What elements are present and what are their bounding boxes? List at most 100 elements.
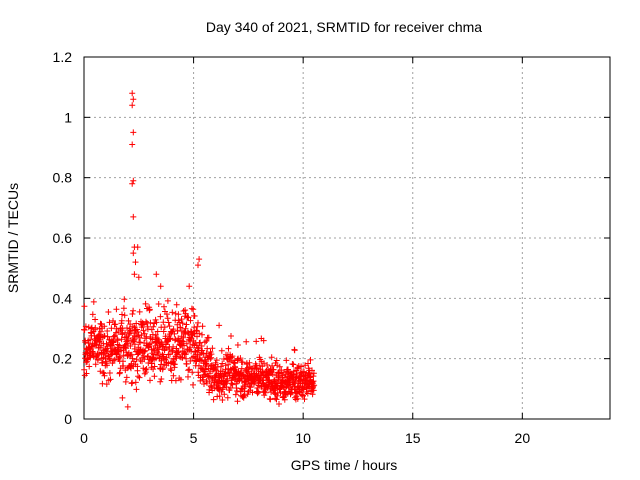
y-tick-label: 0.6 xyxy=(53,230,73,246)
data-point-plus xyxy=(234,398,241,405)
data-point-plus xyxy=(131,336,138,343)
data-point-plus xyxy=(253,338,260,345)
data-point-plus xyxy=(152,331,159,338)
data-point-plus xyxy=(125,317,132,324)
data-point-plus xyxy=(111,332,118,339)
data-point-plus xyxy=(100,369,106,376)
data-point-plus xyxy=(104,333,111,340)
data-point-plus xyxy=(129,311,136,317)
data-point-plus xyxy=(134,244,141,251)
data-point-plus xyxy=(201,339,208,346)
chart-title: Day 340 of 2021, SRMTID for receiver chm… xyxy=(206,19,482,35)
data-point-plus xyxy=(187,344,194,351)
data-point-plus xyxy=(310,370,317,377)
data-point-plus xyxy=(129,141,136,148)
data-point-plus xyxy=(273,396,280,403)
data-point-plus xyxy=(128,380,135,387)
data-point-plus xyxy=(142,335,148,342)
data-point-plus xyxy=(136,374,143,381)
data-point-plus xyxy=(170,372,177,379)
data-point-plus xyxy=(194,323,201,330)
data-point-plus xyxy=(177,376,184,383)
data-point-plus xyxy=(185,367,192,374)
data-point-plus xyxy=(137,339,144,346)
data-point-plus xyxy=(130,307,137,314)
data-point-plus xyxy=(267,396,274,403)
data-point-plus xyxy=(173,355,180,362)
data-point-plus xyxy=(160,355,167,362)
data-point-plus xyxy=(190,381,196,388)
data-point-plus xyxy=(130,250,137,257)
data-point-plus xyxy=(290,371,297,378)
data-point-plus xyxy=(158,376,165,382)
data-point-plus xyxy=(205,373,212,380)
data-point-plus xyxy=(169,309,176,316)
data-point-plus xyxy=(194,344,201,351)
data-point-plus xyxy=(163,311,170,318)
data-point-plus xyxy=(194,333,200,340)
data-point-plus xyxy=(134,329,141,335)
data-point-plus xyxy=(146,306,153,313)
data-point-plus xyxy=(221,391,228,398)
data-point-plus xyxy=(183,361,190,367)
data-point-plus xyxy=(298,363,305,370)
data-point-plus xyxy=(183,321,190,328)
data-point-plus xyxy=(290,361,297,368)
data-point-plus xyxy=(118,336,125,343)
data-point-plus xyxy=(96,331,103,338)
data-point-plus xyxy=(124,403,131,410)
data-point-plus xyxy=(118,317,125,324)
data-point-plus xyxy=(172,377,179,384)
y-tick-label: 0.8 xyxy=(53,170,73,186)
data-point-plus xyxy=(234,342,241,348)
data-point-plus xyxy=(177,324,184,331)
data-point-plus xyxy=(130,177,137,184)
data-point-plus xyxy=(104,362,110,369)
data-point-plus xyxy=(216,393,223,400)
data-point-plus xyxy=(130,96,137,103)
data-point-plus xyxy=(156,346,162,353)
data-point-plus xyxy=(113,306,120,313)
data-point-plus xyxy=(171,330,178,337)
data-point-plus xyxy=(143,318,149,325)
data-point-plus xyxy=(205,334,212,341)
data-point-plus xyxy=(218,347,225,354)
data-point-plus xyxy=(234,388,240,394)
data-point-plus xyxy=(182,310,189,317)
data-point-plus xyxy=(119,311,125,318)
data-point-plus xyxy=(219,360,226,367)
data-point-plus xyxy=(196,330,203,337)
data-point-plus xyxy=(309,391,316,398)
data-point-plus xyxy=(310,378,317,385)
data-point-plus xyxy=(227,385,234,391)
data-point-plus xyxy=(166,323,173,330)
data-point-plus xyxy=(127,343,134,349)
data-point-plus xyxy=(283,357,290,364)
data-point-plus xyxy=(116,369,123,376)
data-point-plus xyxy=(142,369,149,376)
data-point-plus xyxy=(157,378,164,385)
data-point-plus xyxy=(120,363,127,369)
data-point-plus xyxy=(264,362,271,368)
data-point-plus xyxy=(119,394,126,401)
data-point-plus xyxy=(208,351,215,358)
data-point-plus xyxy=(111,356,118,363)
data-point-plus xyxy=(178,316,185,323)
data-point-plus xyxy=(142,300,149,307)
data-point-plus xyxy=(188,305,195,312)
data-point-plus xyxy=(171,361,178,368)
data-point-plus xyxy=(157,313,164,320)
data-point-plus xyxy=(229,353,236,360)
data-point-plus xyxy=(159,365,166,372)
data-point-plus xyxy=(161,303,167,310)
x-tick-label: 0 xyxy=(80,430,88,446)
data-point-plus xyxy=(168,367,175,374)
data-point-plus xyxy=(163,344,169,351)
data-point-plus xyxy=(170,343,177,350)
data-point-plus xyxy=(81,366,88,373)
data-point-plus xyxy=(126,328,133,335)
data-point-plus xyxy=(104,328,111,334)
data-point-plus xyxy=(228,333,234,339)
y-tick-label: 1 xyxy=(64,109,72,125)
data-point-plus xyxy=(153,271,160,278)
